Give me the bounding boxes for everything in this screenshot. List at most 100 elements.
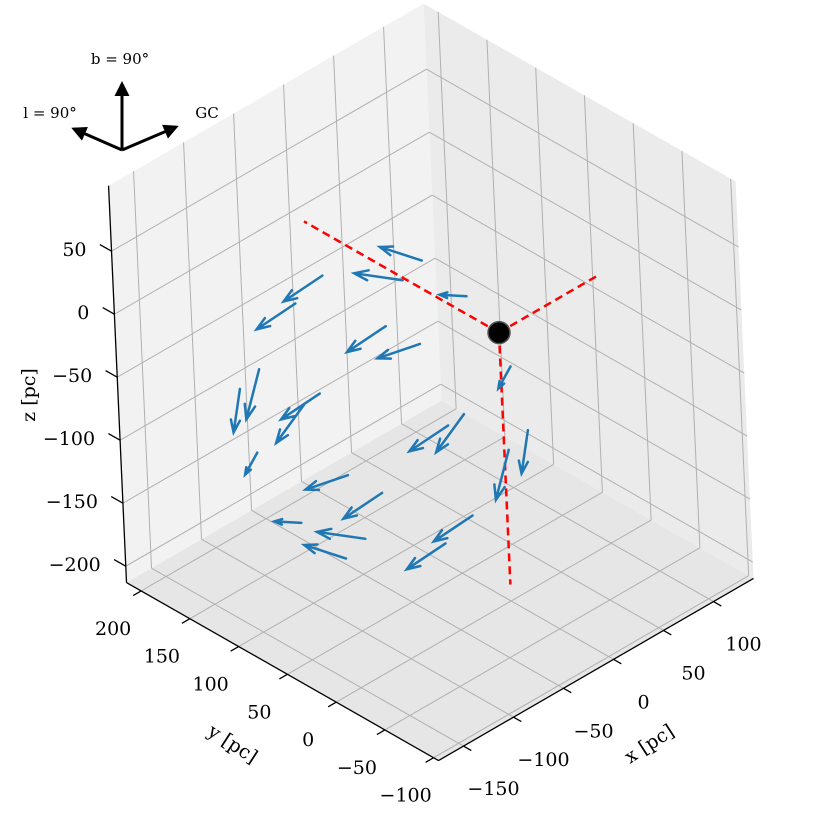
grid-line xyxy=(535,67,555,465)
z-tick xyxy=(108,432,121,441)
x-tick xyxy=(513,716,522,723)
grid-line xyxy=(251,509,564,689)
grid-line xyxy=(434,257,748,437)
grid-line xyxy=(437,11,457,409)
y-tick-label: −50 xyxy=(337,757,377,779)
arrow xyxy=(229,387,242,436)
arrow xyxy=(280,274,324,304)
arrow xyxy=(243,367,261,423)
y-tick xyxy=(425,757,434,763)
x-tick xyxy=(663,629,672,636)
y-tick-label: −100 xyxy=(380,785,432,807)
panes xyxy=(108,3,754,761)
z-axis xyxy=(107,185,128,583)
grid-line xyxy=(287,491,603,675)
y-tick xyxy=(279,673,288,680)
grid-line xyxy=(189,436,506,620)
x-tick xyxy=(563,687,572,694)
arrow xyxy=(253,302,297,332)
grid-line xyxy=(238,464,554,647)
arrow xyxy=(343,324,388,355)
arrow xyxy=(243,451,259,478)
arrow xyxy=(517,428,530,478)
x-tick xyxy=(463,745,472,752)
grid-line xyxy=(437,320,751,500)
y-tick xyxy=(230,645,239,652)
grid-line xyxy=(233,113,253,511)
arrow xyxy=(300,543,348,560)
z-tick xyxy=(102,306,115,315)
grid-line xyxy=(440,383,754,563)
reference-line xyxy=(497,332,512,585)
z-tick-label: −150 xyxy=(46,491,98,513)
orientation-arrow xyxy=(71,126,123,152)
grid-line xyxy=(111,68,427,252)
arrow xyxy=(436,291,468,300)
grid-line xyxy=(426,68,739,248)
arrow xyxy=(403,542,447,572)
grid-line xyxy=(383,26,403,424)
z-axis-label: z [pc] xyxy=(18,368,40,422)
z-tick xyxy=(110,495,124,504)
z-tick-label: 0 xyxy=(77,302,89,324)
grid-line xyxy=(486,39,506,437)
z-tick-label: −100 xyxy=(43,428,95,450)
grid-line xyxy=(116,194,433,378)
grid-line xyxy=(283,84,303,482)
z-tick-label: −50 xyxy=(52,365,92,387)
z-tick xyxy=(113,558,127,567)
grid-line xyxy=(632,123,652,521)
x-tick xyxy=(713,600,722,607)
arrow xyxy=(496,365,512,392)
z-tick-label: 50 xyxy=(62,239,86,261)
pane xyxy=(108,3,442,583)
x-tick xyxy=(613,658,622,665)
y-tick xyxy=(376,729,386,736)
grid-line xyxy=(151,567,464,747)
x-axis-label: x [pc] xyxy=(621,720,679,768)
arrow xyxy=(374,342,422,360)
y-tick xyxy=(181,618,191,624)
x-tick-label: 50 xyxy=(681,662,705,684)
y-axis-label: y [pc] xyxy=(203,720,261,769)
z-tick-label: −200 xyxy=(49,554,101,576)
grid-line xyxy=(201,538,514,718)
grid-line xyxy=(429,131,742,311)
arrow xyxy=(350,269,404,282)
y-tick-label: 150 xyxy=(144,646,180,668)
orientation-label: b = 90° xyxy=(91,50,149,68)
grid-line xyxy=(119,257,436,441)
arrow xyxy=(493,448,510,504)
orientation-arrow xyxy=(121,124,179,152)
arrow xyxy=(313,527,367,541)
x-tick-label: −150 xyxy=(467,778,519,800)
grid-line xyxy=(333,55,353,453)
grid-line xyxy=(140,408,457,592)
grid-line xyxy=(114,131,430,315)
z-tick xyxy=(99,243,112,252)
grid-line xyxy=(431,194,745,374)
z-tick xyxy=(105,369,118,378)
grid-line xyxy=(125,383,442,567)
arrow xyxy=(434,412,466,456)
orientation-label: l = 90° xyxy=(23,104,77,122)
orientation-indicator: b = 90° l = 90° GC xyxy=(23,50,219,152)
arrow xyxy=(376,245,424,262)
x-tick-label: −50 xyxy=(573,720,613,742)
y-tick-label: 200 xyxy=(95,618,131,640)
reference-line xyxy=(498,273,600,334)
pane xyxy=(423,3,754,579)
grid-line xyxy=(401,423,714,602)
x-axis xyxy=(438,577,754,762)
pane xyxy=(126,400,754,761)
arrow xyxy=(340,491,384,521)
orientation-label: GC xyxy=(195,104,218,122)
grid-line xyxy=(384,547,701,731)
grid-line xyxy=(730,178,750,576)
arrow xyxy=(301,473,350,492)
x-tick-label: 100 xyxy=(725,634,761,656)
x-tick-label: 0 xyxy=(637,691,649,713)
arrow xyxy=(270,517,303,526)
arrow xyxy=(273,403,306,446)
